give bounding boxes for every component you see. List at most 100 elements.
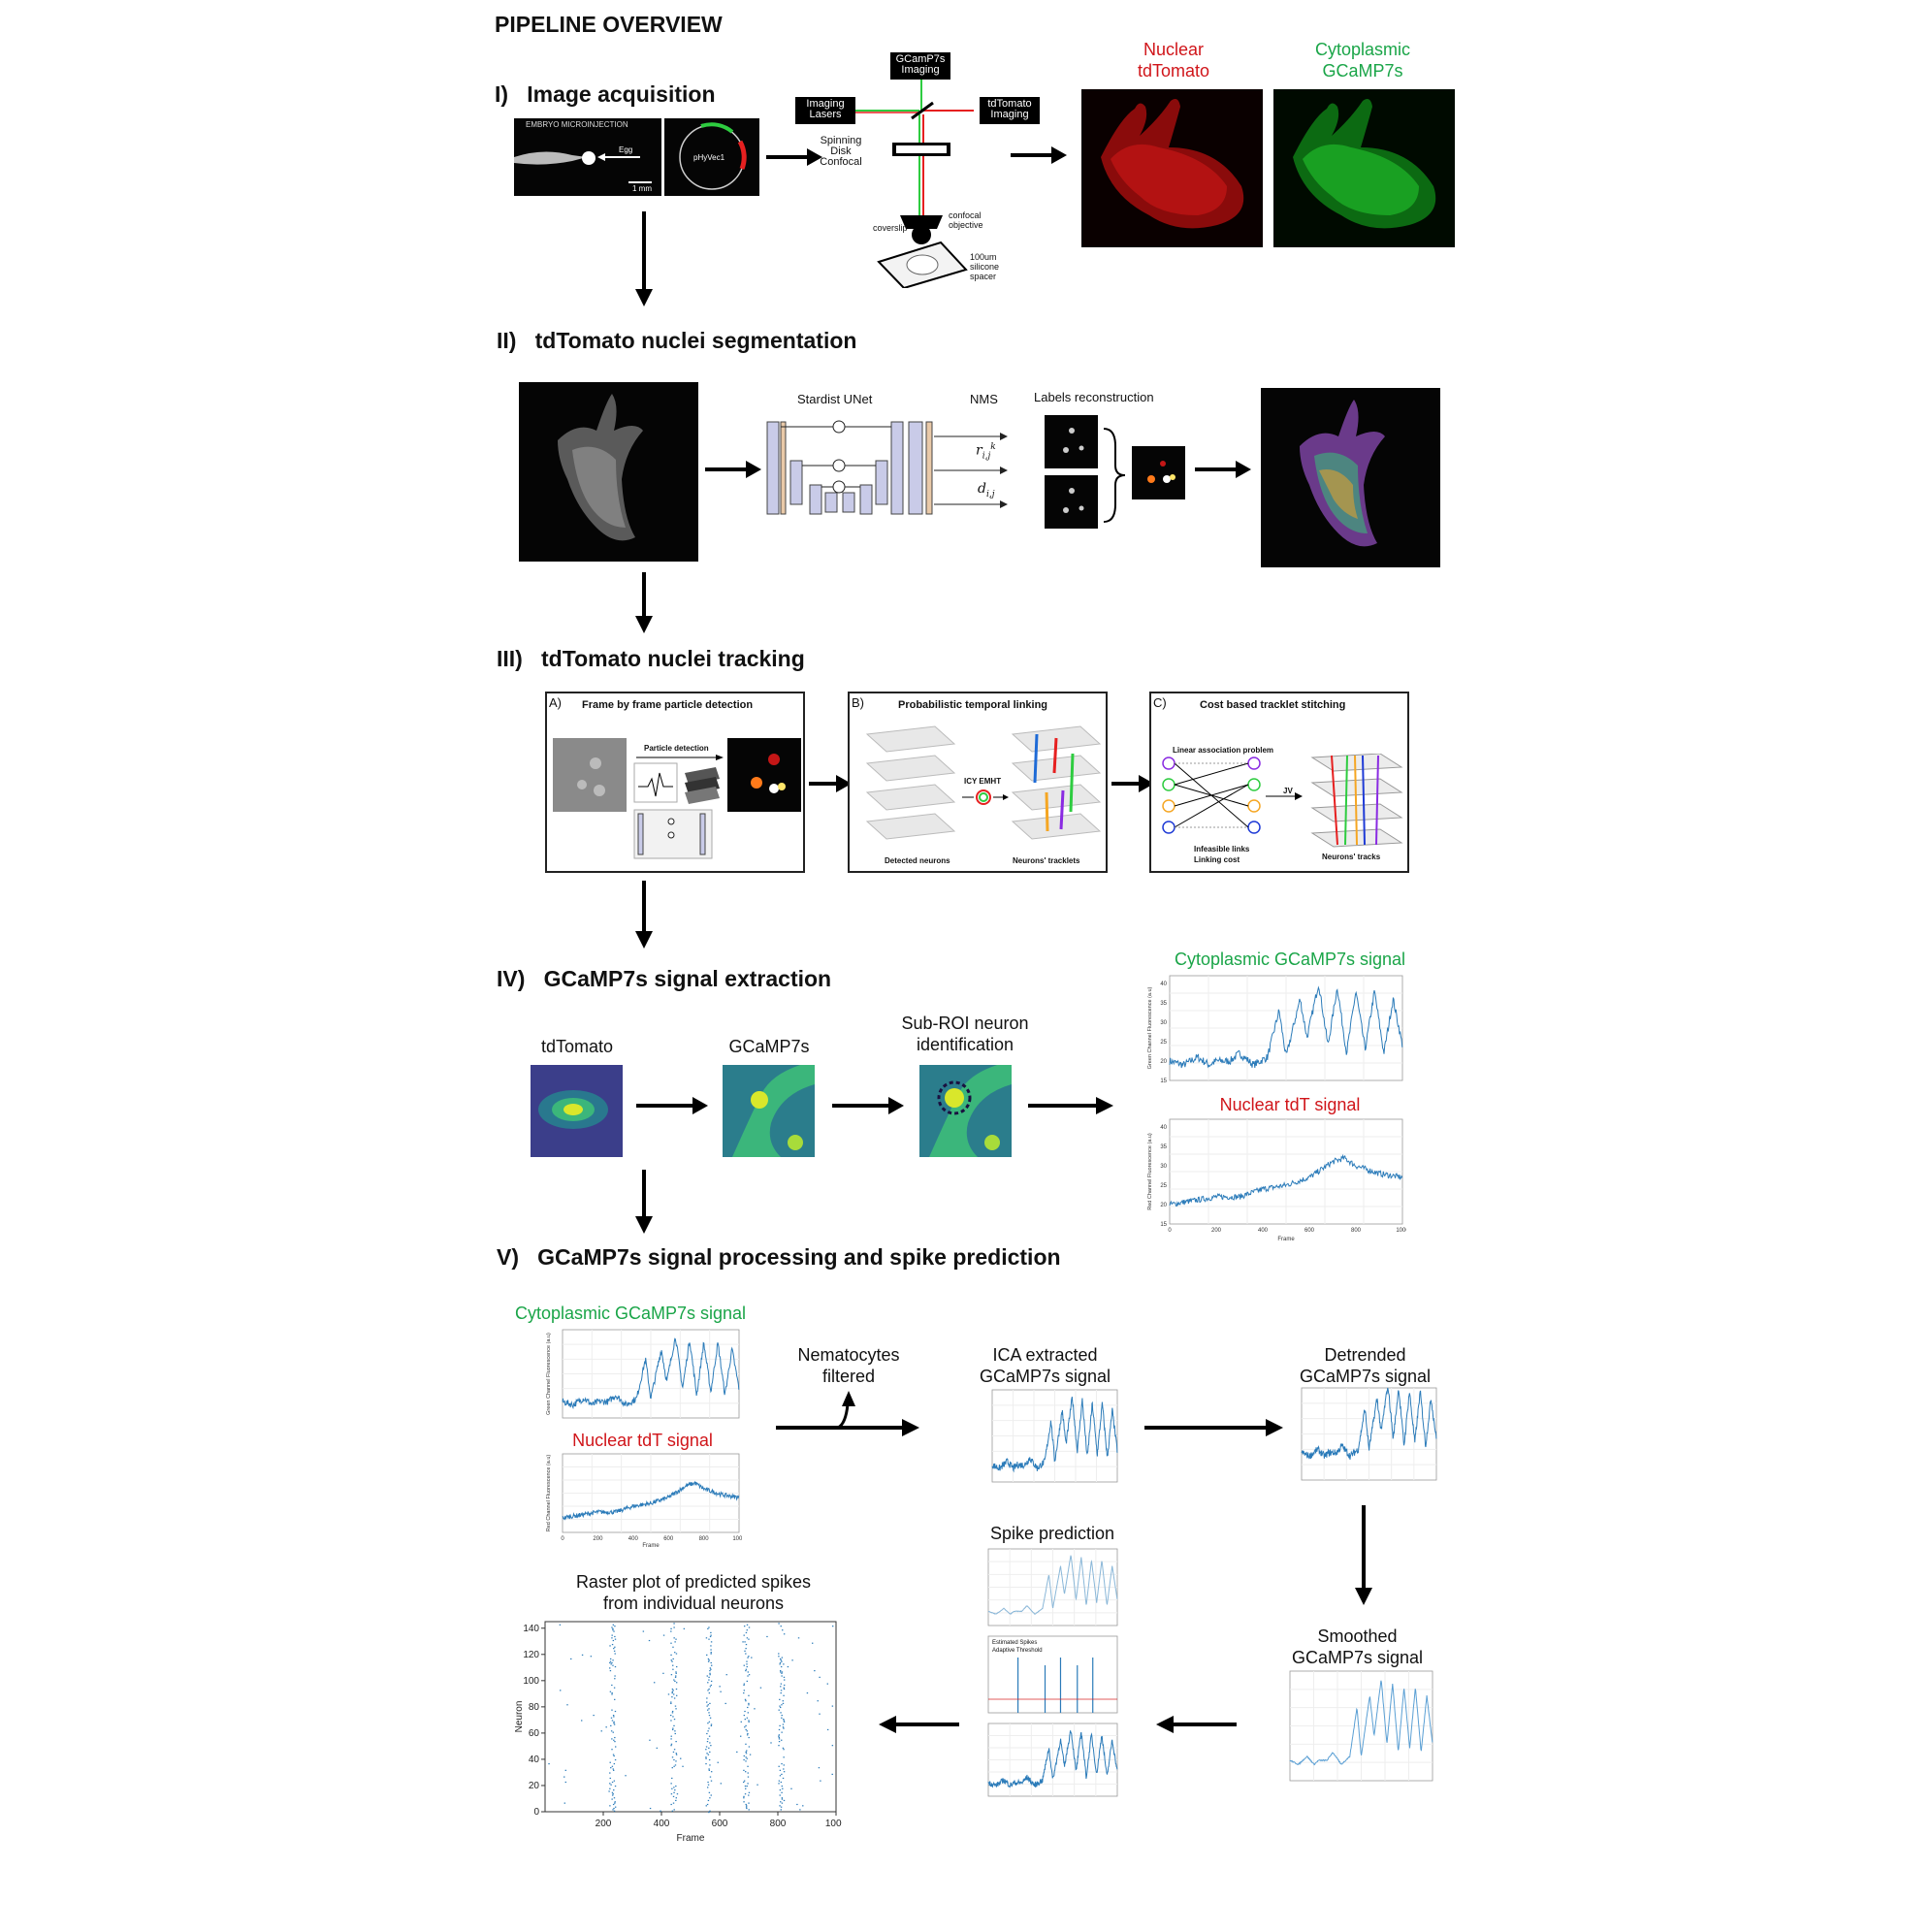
spike-mark (614, 1802, 616, 1804)
spike-mark (670, 1702, 672, 1705)
spike-mark (613, 1687, 616, 1689)
spike-mark (707, 1799, 710, 1802)
spike-mark (709, 1810, 711, 1812)
spike-mark (748, 1746, 751, 1748)
spike-mark (611, 1749, 613, 1751)
spike-mark (782, 1723, 785, 1725)
cytoplasmic-gcamp-label: Cytoplasmic GCaMP7s (1275, 39, 1450, 81)
spike-mark (748, 1694, 750, 1696)
spike-mark (790, 1787, 792, 1789)
spike-mark (748, 1702, 750, 1705)
spike-mark (791, 1659, 793, 1661)
spike-mark (612, 1714, 615, 1717)
spike-mark (778, 1653, 780, 1655)
nuc-signal-title-2: Nuclear tdT signal (572, 1431, 713, 1450)
y-tick-label: 40 (1160, 1125, 1167, 1131)
spike-mark (778, 1623, 780, 1625)
spike-mark (745, 1631, 748, 1634)
label-line: Nuclear (1143, 40, 1205, 59)
section-1-heading: I) Image acquisition (495, 81, 716, 108)
tracking-panel-b: B) Probabilistic temporal linking ICY EM… (848, 692, 1108, 873)
spike-mark (709, 1776, 712, 1778)
spike-mark (706, 1803, 709, 1806)
hydra-labels-drawing (1300, 400, 1385, 547)
spike-mark (746, 1757, 748, 1759)
spike-mark (609, 1772, 611, 1774)
spike-mark (611, 1781, 614, 1784)
spike-mark (745, 1724, 747, 1726)
spike-mark (748, 1704, 750, 1706)
spike-mark (614, 1638, 617, 1640)
spike-mark (779, 1663, 781, 1665)
detection-network-drawing (633, 755, 724, 859)
spike-mark (675, 1708, 677, 1710)
x-tick-label: 800 (770, 1819, 787, 1829)
series-line (1169, 985, 1403, 1069)
x-tick-label: 0 (1168, 1228, 1172, 1234)
spike-mark (673, 1626, 675, 1628)
arrow-right (809, 775, 852, 792)
spike-mark (710, 1661, 712, 1664)
spike-mark (706, 1654, 708, 1656)
stardist-label: Stardist UNet (797, 392, 873, 406)
spike-mark (672, 1693, 675, 1695)
spike-mark (610, 1730, 613, 1732)
association-drawing (1162, 754, 1403, 848)
spike-mark (671, 1810, 674, 1812)
section-number: II) (497, 328, 517, 353)
nematocytes-label: Nematocytes filtered (797, 1345, 900, 1386)
spike-mark (778, 1765, 780, 1767)
spike-mark (613, 1716, 615, 1718)
x-tick-label: 0 (561, 1536, 564, 1542)
spike-mark (610, 1724, 612, 1726)
spike-mark (708, 1747, 710, 1749)
spike-mark (580, 1720, 583, 1722)
spike-mark (745, 1751, 747, 1754)
section-label: tdTomato nuclei segmentation (534, 328, 857, 353)
spike-mark (780, 1683, 783, 1685)
line-chart (987, 1548, 1118, 1626)
x-tick-label: 800 (699, 1536, 710, 1542)
subroi-label: Sub-ROI neuron identification (901, 1014, 1029, 1054)
spike-mark (779, 1769, 782, 1771)
spike-mark (778, 1745, 780, 1747)
spike-mark (783, 1663, 785, 1665)
spike-mark (710, 1645, 712, 1647)
spike-mark (605, 1726, 607, 1728)
spike-mark (779, 1670, 782, 1672)
y-axis-label: Neuron (514, 1701, 525, 1733)
spike-mark (614, 1646, 616, 1648)
spike-mark (675, 1785, 677, 1787)
spike-mark (748, 1794, 750, 1796)
arrow-down (635, 211, 653, 306)
spike-mark (747, 1765, 749, 1767)
spike-mark (708, 1638, 710, 1640)
spike-mark (766, 1635, 768, 1638)
spike-mark (610, 1663, 612, 1665)
spike-mark (670, 1803, 672, 1806)
spike-mark (746, 1680, 749, 1683)
spike-mark (779, 1658, 782, 1660)
spike-mark (781, 1704, 783, 1706)
spike-mark (826, 1728, 829, 1731)
spike-mark (612, 1803, 615, 1806)
line-chart (1301, 1387, 1437, 1481)
spike-mark (613, 1739, 615, 1741)
spike-mark (779, 1661, 782, 1664)
spike-mark (779, 1775, 782, 1777)
spike-mark (736, 1751, 738, 1754)
spike-mark (770, 1742, 772, 1744)
section-label: Image acquisition (527, 81, 716, 107)
spike-mark (783, 1679, 786, 1681)
microscope-schematic: GCamP7s Imaging Imaging Lasers tdTomato … (795, 50, 1047, 288)
spike-mark (614, 1678, 616, 1680)
spike-mark (609, 1661, 611, 1664)
spike-mark (746, 1750, 748, 1752)
infeasible-links-label: Infeasible links (1194, 845, 1250, 853)
spike-mark (708, 1769, 711, 1771)
y-tick-label: 100 (523, 1676, 539, 1687)
spike-mark (706, 1732, 708, 1735)
spike-mark (745, 1787, 747, 1789)
spike-mark (708, 1688, 710, 1690)
spike-mark (675, 1682, 678, 1684)
